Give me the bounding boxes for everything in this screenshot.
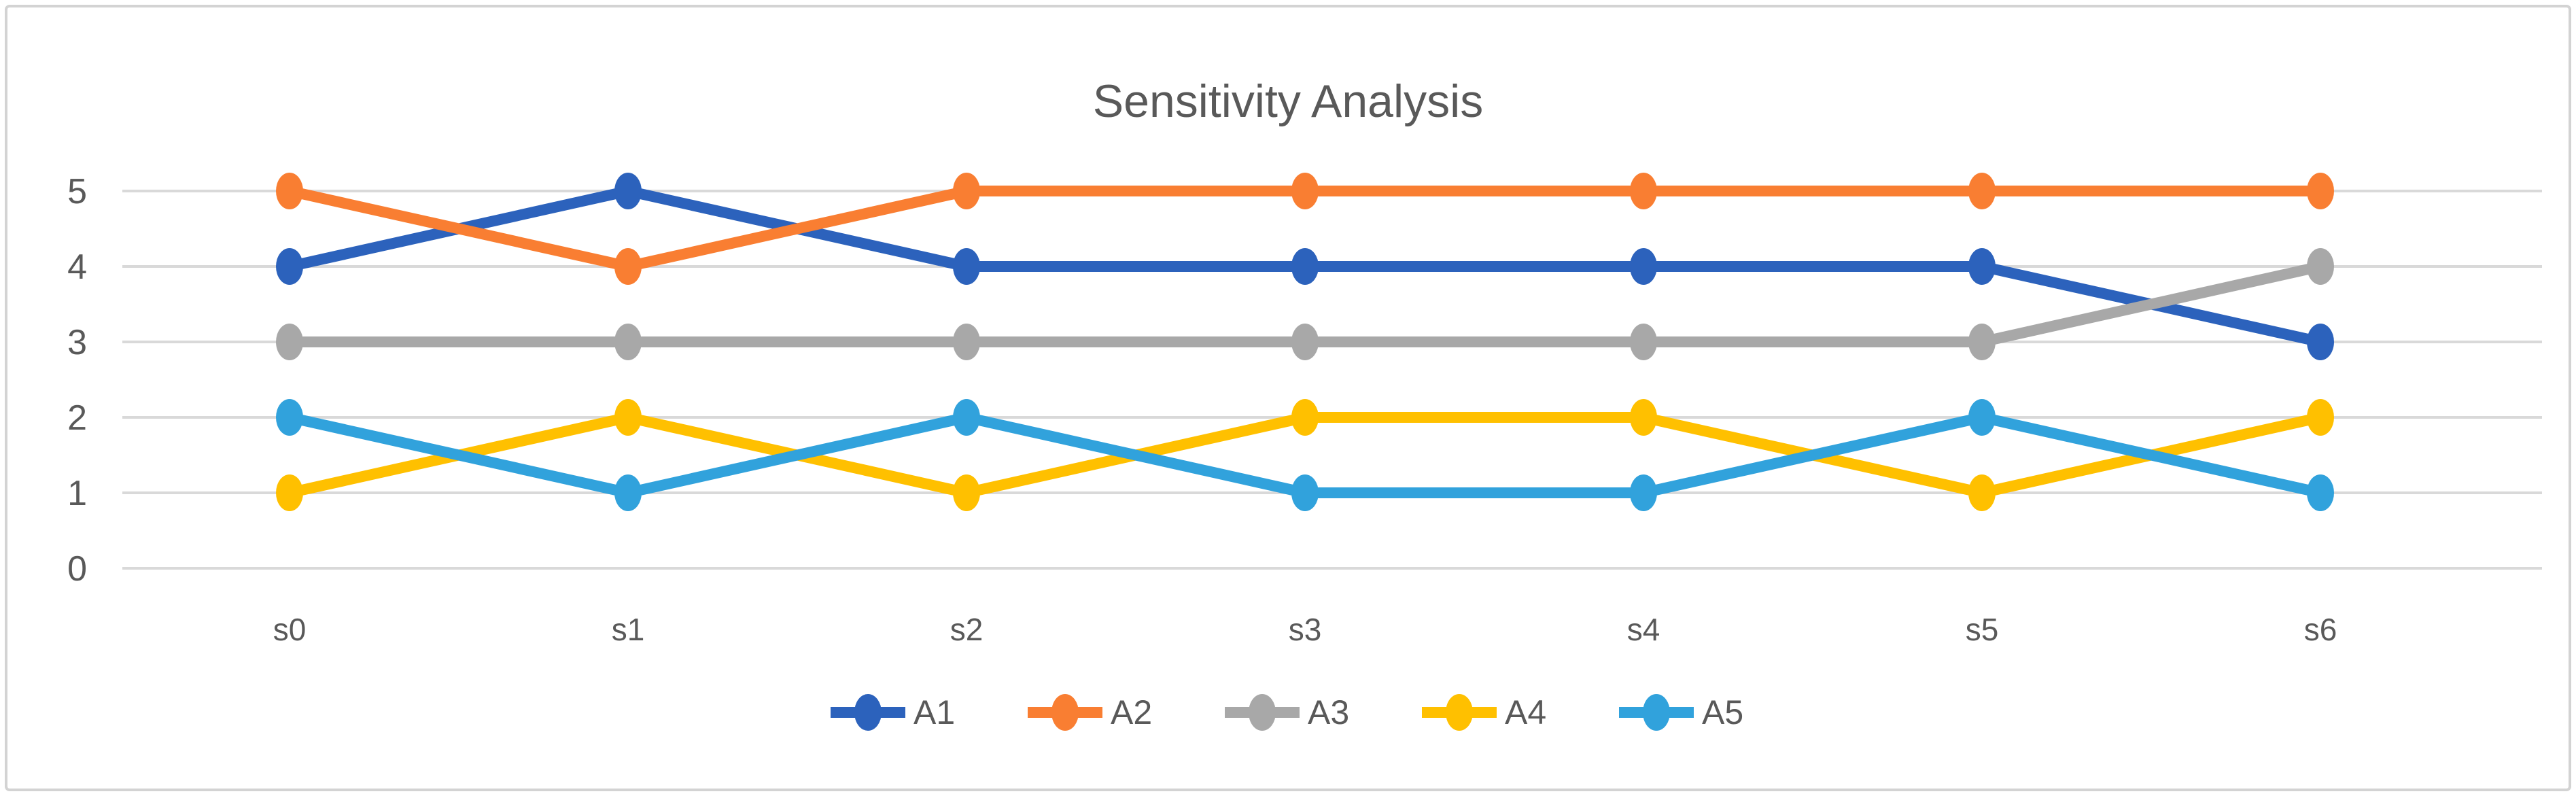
legend-item-A5: A5	[1619, 693, 1743, 731]
data-point-A4-s6	[2307, 399, 2334, 436]
data-point-A2-s2	[953, 173, 980, 209]
data-point-A2-s3	[1291, 173, 1319, 209]
legend-label-A1: A1	[913, 693, 955, 731]
data-point-A3-s4	[1630, 324, 1657, 360]
data-point-A5-s5	[1968, 399, 1996, 436]
data-point-A4-s2	[953, 474, 980, 511]
legend-label-A2: A2	[1111, 693, 1152, 731]
data-point-A1-s1	[614, 173, 642, 209]
data-point-A4-s3	[1291, 399, 1319, 436]
legend-item-A2: A2	[1028, 693, 1152, 731]
legend-marker-dot-A3	[1249, 694, 1276, 731]
legend-item-A1: A1	[831, 693, 955, 731]
legend-item-A3: A3	[1225, 693, 1349, 731]
y-tick-label: 5	[67, 172, 87, 211]
y-tick-label: 0	[67, 549, 87, 589]
data-point-A5-s0	[276, 399, 303, 436]
data-point-A3-s1	[614, 324, 642, 360]
legend-item-A4: A4	[1422, 693, 1546, 731]
data-point-A3-s0	[276, 324, 303, 360]
data-point-A1-s0	[276, 248, 303, 285]
data-point-A4-s0	[276, 474, 303, 511]
legend-label-A3: A3	[1308, 693, 1349, 731]
x-tick-label: s0	[273, 612, 307, 647]
data-point-A5-s3	[1291, 474, 1319, 511]
legend-label-A5: A5	[1702, 693, 1743, 731]
series-layer	[276, 173, 2334, 511]
data-point-A5-s2	[953, 399, 980, 436]
legend-label-A4: A4	[1505, 693, 1546, 731]
data-point-A2-s0	[276, 173, 303, 209]
data-point-A2-s5	[1968, 173, 1996, 209]
data-point-A3-s2	[953, 324, 980, 360]
data-point-A5-s1	[614, 474, 642, 511]
y-axis-labels: 0 1 2 3 4 5	[67, 172, 87, 589]
data-point-A1-s4	[1630, 248, 1657, 285]
data-point-A3-s3	[1291, 324, 1319, 360]
data-point-A3-s5	[1968, 324, 1996, 360]
data-point-A5-s6	[2307, 474, 2334, 511]
data-point-A4-s4	[1630, 399, 1657, 436]
data-point-A5-s4	[1630, 474, 1657, 511]
x-tick-label: s3	[1289, 612, 1322, 647]
x-axis-labels: s0 s1 s2 s3 s4 s5 s6	[273, 612, 2337, 647]
y-tick-label: 2	[67, 398, 87, 438]
legend: A1 A2 A3 A4 A5	[831, 693, 1743, 731]
legend-marker-dot-A4	[1446, 694, 1473, 731]
x-tick-label: s6	[2304, 612, 2337, 647]
legend-marker-dot-A1	[854, 694, 882, 731]
x-tick-label: s4	[1627, 612, 1660, 647]
data-point-A1-s2	[953, 248, 980, 285]
x-tick-label: s5	[1966, 612, 1999, 647]
data-point-A1-s6	[2307, 324, 2334, 360]
x-tick-label: s1	[612, 612, 645, 647]
legend-marker-dot-A5	[1643, 694, 1670, 731]
data-point-A4-s5	[1968, 474, 1996, 511]
data-point-A3-s6	[2307, 248, 2334, 285]
y-tick-label: 4	[67, 247, 87, 287]
y-tick-label: 3	[67, 323, 87, 362]
data-point-A2-s6	[2307, 173, 2334, 209]
gridlines	[122, 190, 2542, 570]
legend-marker-dot-A2	[1051, 694, 1079, 731]
x-tick-label: s2	[950, 612, 984, 647]
chart-title: Sensitivity Analysis	[1093, 75, 1483, 127]
data-point-A1-s3	[1291, 248, 1319, 285]
data-point-A2-s1	[614, 248, 642, 285]
figure-border	[5, 5, 2571, 791]
data-point-A4-s1	[614, 399, 642, 436]
data-point-A1-s5	[1968, 248, 1996, 285]
data-point-A2-s4	[1630, 173, 1657, 209]
y-tick-label: 1	[67, 474, 87, 513]
